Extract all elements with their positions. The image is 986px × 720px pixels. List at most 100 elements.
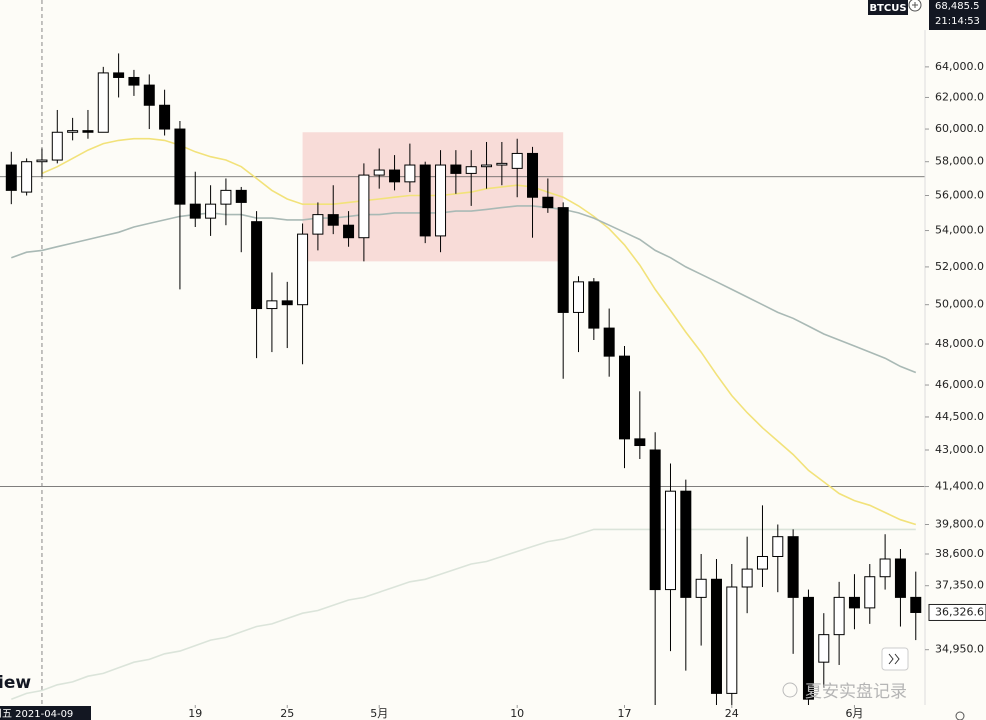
candle-body xyxy=(619,355,630,440)
candle-body xyxy=(36,159,48,163)
candle-body xyxy=(205,203,217,219)
candle-body xyxy=(481,164,493,168)
x-tick-label: 19 xyxy=(188,707,202,720)
candle-body xyxy=(756,555,768,570)
candle-body xyxy=(97,72,109,133)
y-tick-label: 44,500.0 xyxy=(935,410,984,423)
candle-body xyxy=(542,196,554,209)
highlight-zone xyxy=(302,132,564,262)
axes: 64,000.0 62,000.0 60,000.0 58,000.0 56,000.0… xyxy=(0,30,986,720)
candle-body xyxy=(894,558,906,598)
candle-body xyxy=(772,536,784,557)
symbol-box xyxy=(868,0,908,15)
candle-body xyxy=(5,164,17,191)
candle-body xyxy=(128,76,140,86)
candle-body xyxy=(496,162,508,166)
candle-body xyxy=(113,72,125,78)
candle-body xyxy=(235,189,247,203)
candle-body xyxy=(664,490,676,591)
candle-body xyxy=(297,233,309,306)
x-tick-label: 24 xyxy=(725,707,739,720)
scroll-icon xyxy=(888,653,900,665)
candle-body xyxy=(67,130,79,133)
x-tick-label: 25 xyxy=(280,707,294,720)
x-tick-label: 5月 xyxy=(370,707,388,720)
candle-body xyxy=(695,578,707,598)
candle-body xyxy=(174,128,186,205)
y-tick-label: 60,000.0 xyxy=(935,122,984,135)
x-tick-label: 10 xyxy=(510,707,524,720)
scroll-button[interactable] xyxy=(881,647,909,671)
candle-body xyxy=(450,164,462,174)
candle-body xyxy=(511,152,523,169)
candle-body xyxy=(741,568,753,588)
crosshair-label: 周五 2021-04-09 xyxy=(0,708,73,720)
settings-icon[interactable] xyxy=(955,711,965,720)
candle-body xyxy=(220,189,232,205)
moving-average xyxy=(11,528,916,700)
x-axis-strip xyxy=(0,705,986,720)
moving-average xyxy=(11,205,917,374)
candle-body xyxy=(327,214,339,226)
candle-body xyxy=(251,221,263,310)
y-tick-label: 54,000.0 xyxy=(935,224,984,237)
price-tag: 68,485.5 xyxy=(935,1,980,12)
candle-body xyxy=(557,207,569,313)
y-tick-label: 41,400.0 xyxy=(935,480,984,493)
candle-body xyxy=(465,166,477,174)
y-tick-label: 38,600.0 xyxy=(935,547,984,560)
candle-body xyxy=(649,449,661,591)
y-tick-label: 48,000.0 xyxy=(935,337,984,350)
time-tag: 21:14:53 xyxy=(935,16,980,27)
last-price-box xyxy=(928,603,986,621)
crosshair-label-box xyxy=(0,706,91,720)
symbol-tag: BTCUS xyxy=(869,3,906,14)
candle-body xyxy=(266,300,278,310)
candle-body xyxy=(189,203,201,219)
candle-body xyxy=(573,281,585,313)
watermark-icon xyxy=(782,682,798,698)
candle-body xyxy=(281,300,293,306)
candle-body xyxy=(787,536,799,598)
candle-body xyxy=(588,281,600,329)
candle-body xyxy=(818,634,830,663)
candle-body xyxy=(603,327,615,357)
candle-body xyxy=(51,131,63,161)
candle-body xyxy=(389,169,401,183)
y-tick-label: 64,000.0 xyxy=(935,60,984,73)
candle-body xyxy=(527,152,539,198)
x-tick-label: 6月 xyxy=(845,707,863,720)
y-tick-label: 58,000.0 xyxy=(935,155,984,168)
candle-body xyxy=(404,164,416,183)
candle-body xyxy=(159,104,171,130)
candle-body xyxy=(312,214,324,235)
y-tick-label: 46,000.0 xyxy=(935,378,984,391)
candle-body xyxy=(634,438,646,447)
candle-body xyxy=(879,558,891,578)
watermark: 夏安实盘记录 xyxy=(805,682,907,702)
x-tick-label: 17 xyxy=(618,707,632,720)
logo: iew xyxy=(0,673,31,693)
candle-body xyxy=(21,161,33,193)
y-tick-label: 37,350.0 xyxy=(935,579,984,592)
candle-body xyxy=(680,490,692,598)
candle-body xyxy=(864,576,876,609)
y-tick-label: 62,000.0 xyxy=(935,90,984,103)
candle-body xyxy=(848,596,860,609)
candle-body xyxy=(910,596,922,613)
plot-area xyxy=(0,0,925,705)
last-price-label: 36,326.6 xyxy=(935,605,984,618)
candle-body xyxy=(373,169,385,176)
candle-body xyxy=(343,224,355,239)
candle-body xyxy=(435,164,447,237)
y-tick-label: 43,000.0 xyxy=(935,443,984,456)
candle-body xyxy=(726,586,738,694)
price-box xyxy=(929,0,986,30)
candle-body xyxy=(143,84,155,106)
y-tick-label: 50,000.0 xyxy=(935,298,984,311)
candle-body xyxy=(802,596,814,700)
candle-body xyxy=(358,174,370,239)
moving-average xyxy=(41,137,917,526)
